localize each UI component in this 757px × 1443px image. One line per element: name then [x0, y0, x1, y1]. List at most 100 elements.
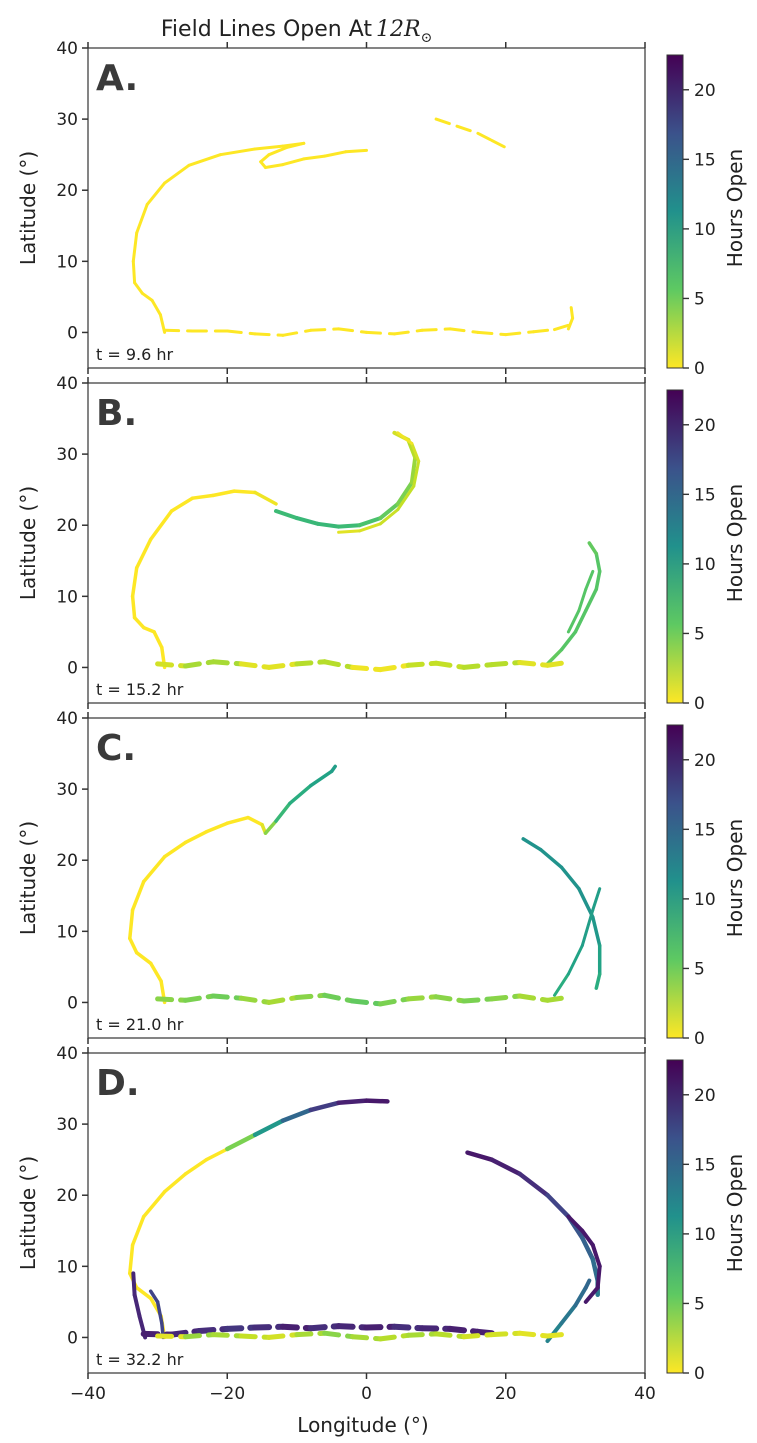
panel-3-series-0-segment — [183, 1157, 209, 1176]
panel-2-colorbar-tick-label: 20 — [694, 751, 716, 771]
panel-3-series-0-segment — [130, 1214, 146, 1247]
panel-1-series-5-segment — [545, 660, 564, 668]
panel-1: 0 10 20 30 40 Latitude (°) B. t = 15.2 hr 0 5 10 15… — [16, 374, 747, 714]
panel-3-series-8-segment — [433, 1331, 467, 1340]
panel-2-series-1-segment — [329, 764, 337, 774]
panel-3-series-6-segment — [155, 1300, 164, 1325]
panel-3-series-7-segment — [307, 1323, 342, 1332]
panel-3-series-3-segment — [580, 1228, 595, 1247]
panel-3-colorbar — [666, 1059, 684, 1374]
panel-1-series-5-segment — [155, 661, 188, 669]
panel-1-series-3-segment — [584, 587, 599, 613]
panel-2-series-2-segment — [538, 847, 564, 870]
panel-3-time-label: t = 32.2 hr — [96, 1350, 184, 1369]
panel-0-ytick-label: 10 — [56, 252, 78, 272]
panel-3-series-7-segment — [447, 1325, 481, 1335]
panel-0-colorbar-tick-label: 0 — [694, 359, 705, 379]
panel-3-series-4-segment — [545, 1321, 564, 1343]
panel-2-series-0-segment — [204, 821, 230, 834]
panel-0-letter: A. — [96, 58, 138, 99]
panel-2-series-4-segment — [322, 992, 356, 1004]
panel-0-series-0-segment — [253, 144, 285, 151]
panel-3-series-1-segment — [308, 1100, 341, 1113]
panel-1-series-2-segment — [396, 484, 416, 512]
panel-1-series-5-segment — [183, 659, 216, 669]
panel-2-series-0-segment — [225, 815, 250, 825]
panel-3-ytick-label: 40 — [56, 1044, 78, 1064]
panel-1-series-5-segment — [350, 664, 383, 673]
panel-2-series-4-segment — [545, 995, 564, 1003]
panel-0-series-4-segment — [476, 131, 494, 142]
panel-3-series-8-segment — [238, 1333, 272, 1340]
panel-2-series-2-segment — [521, 837, 543, 852]
panel-0-data — [131, 117, 575, 337]
panel-3-series-8-segment — [155, 1333, 188, 1340]
panel-1-series-3-segment — [587, 541, 599, 556]
panel-1-series-5-segment — [322, 659, 356, 670]
panel-2-series-0-segment — [148, 961, 163, 983]
panel-0-series-0-segment — [150, 298, 162, 317]
panel-2-series-1-segment — [263, 819, 278, 835]
panel-3-colorbar-tick-label: 20 — [694, 1086, 716, 1106]
panel-0-series-3-segment — [566, 316, 575, 331]
panel-3-series-5-segment — [132, 1292, 142, 1319]
panel-1-series-5-segment — [238, 661, 272, 670]
x-tick-label: −20 — [209, 1384, 245, 1404]
panel-2-ytick-label: 30 — [56, 780, 78, 800]
panel-3-series-5-segment — [131, 1271, 137, 1297]
panel-1-colorbar-tick-label: 15 — [694, 485, 716, 505]
title-math-base: 12R — [376, 17, 421, 42]
panel-2-colorbar-label: Hours Open — [723, 819, 747, 937]
panel-3-colorbar-tick-label: 15 — [694, 1155, 716, 1175]
panel-1-series-3-segment — [594, 551, 602, 574]
panel-2-series-0-segment — [128, 936, 139, 955]
panel-1-series-5-segment — [294, 659, 328, 667]
panel-2-colorbar-tick-label: 10 — [694, 890, 716, 910]
panel-2-series-4-segment — [489, 993, 523, 1002]
panel-2-series-1-segment — [288, 783, 313, 806]
panel-0-series-0-segment — [131, 259, 137, 285]
panel-3-series-2-segment — [580, 1235, 596, 1262]
panel-0-series-3-segment — [569, 306, 575, 320]
panel-3-series-0-segment — [204, 1147, 230, 1162]
panel-1-ytick-label: 30 — [56, 445, 78, 465]
panel-2-series-4-segment — [517, 993, 550, 1003]
panel-2-series-4-segment — [350, 998, 383, 1007]
panel-3-series-4-segment — [559, 1303, 578, 1326]
panel-2-series-4-segment — [210, 993, 244, 1001]
panel-2-series-4-segment — [155, 996, 188, 1003]
panel-1-series-0-segment — [130, 594, 137, 620]
panel-1-frame — [87, 382, 646, 704]
panel-1-series-1-segment — [294, 516, 320, 526]
panel-1-series-4-segment — [566, 609, 581, 634]
panel-3-series-3-segment — [590, 1243, 602, 1269]
panel-2-series-1-segment — [274, 801, 292, 823]
panel-0-series-1-segment — [323, 150, 348, 158]
panel-0-series-0-segment — [131, 231, 139, 263]
panel-0-series-1-segment — [344, 148, 368, 154]
panel-1-series-5-segment — [210, 659, 244, 667]
panel-0-series-2-segment — [253, 332, 285, 337]
panel-1-series-5-segment — [266, 661, 300, 670]
panel-1-series-0-segment — [134, 537, 153, 570]
panel-1-colorbar-tick-label: 0 — [694, 694, 705, 714]
panel-2-series-4-segment — [266, 995, 300, 1005]
panel-3-colorbar-tick-label: 10 — [694, 1225, 716, 1245]
x-tick-label: −40 — [70, 1384, 106, 1404]
panel-3-series-8-segment — [183, 1332, 216, 1340]
panel-1-series-2-segment — [412, 459, 421, 488]
panel-1-series-1-segment — [378, 501, 400, 521]
panel-1-colorbar — [666, 389, 684, 704]
panel-0-series-1-segment — [281, 157, 306, 167]
x-tick-label: 40 — [634, 1384, 656, 1404]
panel-3-series-4-segment — [583, 1278, 592, 1290]
panel-0-colorbar — [666, 54, 684, 369]
panel-2-series-0-segment — [246, 815, 264, 827]
panel-3-series-8-segment — [545, 1332, 564, 1339]
panel-1-ytick-label: 20 — [56, 516, 78, 536]
panel-0-series-2-segment — [553, 323, 570, 332]
panel-2-series-4-segment — [461, 996, 495, 1004]
panel-1-series-0-segment — [190, 493, 216, 500]
panel-3-series-1-segment — [280, 1107, 314, 1123]
